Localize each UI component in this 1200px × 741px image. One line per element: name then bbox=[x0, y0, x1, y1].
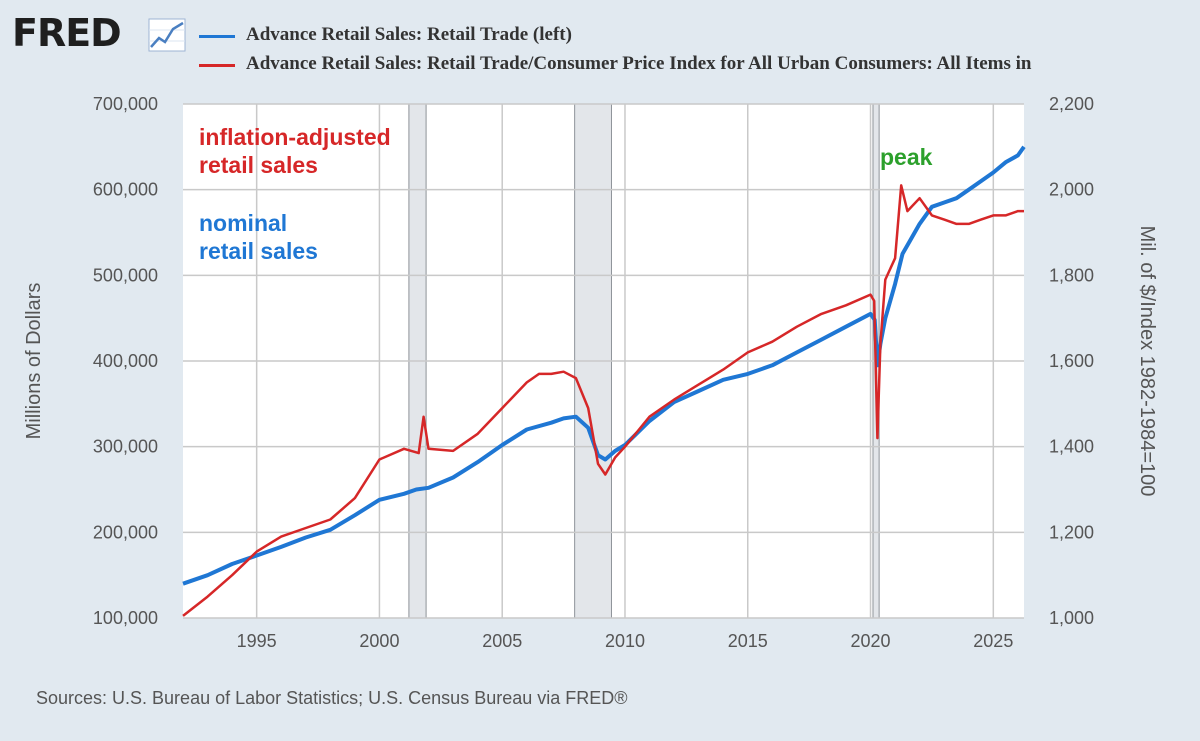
x-tick-label: 2000 bbox=[359, 631, 399, 651]
y-tick-label-left: 600,000 bbox=[93, 180, 158, 200]
y-tick-label-right: 1,200 bbox=[1049, 522, 1094, 542]
legend-label-nominal[interactable]: Advance Retail Sales: Retail Trade (left… bbox=[246, 24, 572, 45]
chart-annotation: peak bbox=[880, 144, 933, 170]
y-tick-label-right: 1,600 bbox=[1049, 351, 1094, 371]
x-tick-label: 2015 bbox=[728, 631, 768, 651]
legend-swatch-nominal bbox=[199, 35, 235, 38]
chart-annotation: inflation-adjusted retail sales bbox=[199, 124, 391, 178]
y-tick-label-left: 300,000 bbox=[93, 437, 158, 457]
x-tick-label: 2010 bbox=[605, 631, 645, 651]
series-line-inflation-adjusted bbox=[182, 184, 1024, 617]
x-tick-label: 2005 bbox=[482, 631, 522, 651]
y-tick-label-left: 200,000 bbox=[93, 522, 158, 542]
annotation-line: inflation-adjusted bbox=[199, 124, 391, 150]
y-tick-label-right: 1,400 bbox=[1049, 437, 1094, 457]
legend-swatch-real bbox=[199, 64, 235, 67]
y-tick-label-left: 700,000 bbox=[93, 94, 158, 114]
annotation-line: peak bbox=[880, 144, 933, 170]
chart-annotation: nominal retail sales bbox=[199, 210, 318, 264]
annotation-line: retail sales bbox=[199, 238, 318, 264]
legend-label-real[interactable]: Advance Retail Sales: Retail Trade/Consu… bbox=[246, 53, 1032, 74]
fred-logo[interactable]: FRED bbox=[12, 11, 122, 55]
y-tick-label-left: 500,000 bbox=[93, 265, 158, 285]
sources-note: Sources: U.S. Bureau of Labor Statistics… bbox=[36, 688, 628, 708]
line-chart-icon bbox=[148, 18, 186, 52]
x-tick-label: 2020 bbox=[851, 631, 891, 651]
y-tick-label-left: 100,000 bbox=[93, 608, 158, 628]
chart-header: FRED Advance Retail Sales: Retail Trade … bbox=[0, 0, 1200, 90]
annotation-line: retail sales bbox=[199, 152, 318, 178]
y-tick-label-right: 2,200 bbox=[1049, 94, 1094, 114]
series-line-nominal bbox=[182, 145, 1026, 586]
y-tick-label-right: 1,800 bbox=[1049, 265, 1094, 285]
y-axis-title-right: Mil. of $/Index 1982-1984=100 bbox=[1136, 226, 1158, 497]
y-axis-title-left: Millions of Dollars bbox=[23, 283, 45, 440]
x-tick-label: 2025 bbox=[973, 631, 1013, 651]
annotation-line: nominal bbox=[199, 210, 287, 236]
y-tick-label-right: 2,000 bbox=[1049, 180, 1094, 200]
y-tick-label-left: 400,000 bbox=[93, 351, 158, 371]
x-tick-label: 1995 bbox=[237, 631, 277, 651]
y-tick-label-right: 1,000 bbox=[1049, 608, 1094, 628]
